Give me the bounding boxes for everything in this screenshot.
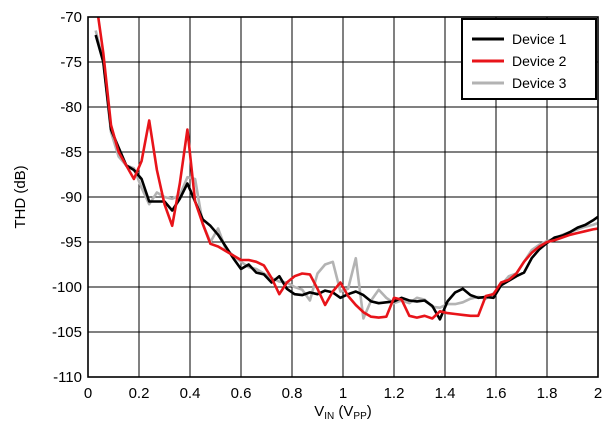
y-axis-label: THD (dB) xyxy=(12,165,29,228)
legend: Device 1 Device 2 Device 3 xyxy=(461,18,597,100)
x-tick-label: 1 xyxy=(339,385,347,402)
y-tick-label: -85 xyxy=(60,144,82,161)
x-axis-label: VIN (VPP) xyxy=(314,403,372,422)
x-tick-label: 0 xyxy=(84,385,92,402)
series-lines xyxy=(94,17,598,321)
plot-frame xyxy=(87,16,599,378)
x-tick-label: 1.6 xyxy=(486,385,507,402)
y-tick-label: -80 xyxy=(60,99,82,116)
legend-label: Device 3 xyxy=(512,75,567,91)
y-tick-label: -100 xyxy=(52,279,82,296)
y-tick-label: -70 xyxy=(60,9,82,26)
x-tick-label: 1.4 xyxy=(435,385,456,402)
x-tick-label: 0.8 xyxy=(282,385,303,402)
y-tick-labels: -110 -105 -100 -95 -90 -85 -80 -75 -70 xyxy=(52,9,82,386)
x-tick-label: 0.2 xyxy=(129,385,150,402)
legend-label: Device 1 xyxy=(512,31,567,47)
x-tick-label: 2 xyxy=(594,385,602,402)
x-tick-label: 0.6 xyxy=(231,385,252,402)
y-tick-label: -95 xyxy=(60,234,82,251)
y-tick-label: -105 xyxy=(52,324,82,341)
x-tick-label: 1.2 xyxy=(384,385,405,402)
legend-box xyxy=(461,18,597,100)
series-line-device-2 xyxy=(96,17,598,320)
x-tick-labels: 0 0.2 0.4 0.6 0.8 1 1.2 1.4 1.6 1.8 2 xyxy=(84,385,602,402)
x-tick-label: 0.4 xyxy=(180,385,201,402)
y-tick-label: -110 xyxy=(53,369,82,386)
y-tick-label: -90 xyxy=(60,189,82,206)
x-tick-label: 1.8 xyxy=(537,385,558,402)
legend-label: Device 2 xyxy=(512,53,567,69)
y-tick-label: -75 xyxy=(60,54,82,71)
